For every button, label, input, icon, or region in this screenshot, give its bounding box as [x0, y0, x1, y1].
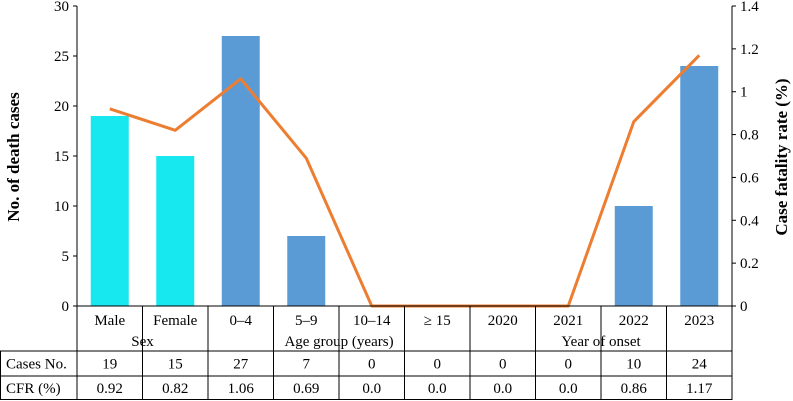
table-row-label: CFR (%) — [6, 381, 61, 397]
category-label: 5–9 — [295, 313, 318, 329]
right-y-tick-label: 1.2 — [740, 42, 759, 58]
bar — [221, 36, 260, 306]
table-cell: 0.0 — [559, 381, 578, 397]
right-y-axis-label: Case fatality rate (%) — [772, 78, 791, 235]
table-cell: 1.06 — [228, 381, 255, 397]
left-y-tick-label: 5 — [62, 249, 70, 265]
table-cell: 0.0 — [362, 381, 381, 397]
left-y-tick-label: 25 — [54, 49, 69, 65]
line-series — [109, 54, 701, 308]
right-y-tick-label: 0.8 — [740, 128, 759, 144]
right-y-tick-label: 0.4 — [740, 213, 759, 229]
left-y-tick-label: 0 — [62, 299, 70, 315]
cfr-line — [109, 54, 701, 308]
category-label: 10–14 — [353, 313, 391, 329]
table-cell: 15 — [168, 357, 183, 373]
category-label: ≥ 15 — [424, 313, 451, 329]
data-table: Male Female 0–4 5–9 10–14 ≥ 15 2020 2021 2022 202… — [0, 305, 733, 400]
category-label: Male — [94, 313, 125, 329]
table-cell: 0 — [368, 357, 376, 373]
left-y-tick-label: 20 — [54, 99, 69, 115]
right-y-tick-label: 1 — [740, 85, 748, 101]
bar — [287, 236, 326, 306]
right-y-tick-label: 0 — [740, 299, 748, 315]
table-cell: 0.92 — [97, 381, 123, 397]
table-cell: 7 — [303, 357, 311, 373]
table-cell: 24 — [692, 357, 708, 373]
left-y-axis: 0 5 10 15 20 25 30 — [54, 0, 78, 400]
bar — [680, 66, 719, 306]
category-label: Female — [153, 313, 197, 329]
right-y-tick-label: 1.4 — [740, 0, 759, 15]
group-label: Age group (years) — [284, 334, 393, 350]
table-cell: 0.0 — [428, 381, 447, 397]
table-cell: 0.82 — [162, 381, 188, 397]
bar — [614, 206, 653, 306]
table-cell: 19 — [102, 357, 117, 373]
table-cell: 0.86 — [621, 381, 648, 397]
table-cell: 0.0 — [493, 381, 512, 397]
table-cell: 0 — [434, 357, 442, 373]
category-label: 2022 — [619, 313, 649, 329]
table-row-label: Cases No. — [6, 357, 67, 373]
table-cell: 0.69 — [293, 381, 319, 397]
table-cell: 10 — [626, 357, 641, 373]
table-cell: 0 — [565, 357, 573, 373]
category-label: 2020 — [488, 313, 518, 329]
group-label: Year of onset — [561, 334, 641, 350]
bar — [90, 116, 129, 306]
category-label: 0–4 — [230, 313, 253, 329]
right-y-tick-label: 0.2 — [740, 256, 759, 272]
bar — [156, 156, 195, 306]
y-axis-label: No. of death cases — [4, 92, 23, 222]
right-y-axis: 0 0.2 0.4 0.6 0.8 1 1.2 1.4 — [731, 0, 759, 400]
table-cell: 27 — [233, 357, 249, 373]
left-y-tick-label: 15 — [54, 149, 69, 165]
table-cell: 1.17 — [686, 381, 713, 397]
left-y-tick-label: 30 — [54, 0, 69, 15]
table-cell: 0 — [499, 357, 507, 373]
category-label: 2023 — [684, 313, 714, 329]
left-y-tick-label: 10 — [54, 199, 69, 215]
group-label: Sex — [131, 334, 154, 350]
bar-series — [90, 36, 719, 306]
right-y-tick-label: 0.6 — [740, 170, 759, 186]
category-label: 2021 — [553, 313, 583, 329]
